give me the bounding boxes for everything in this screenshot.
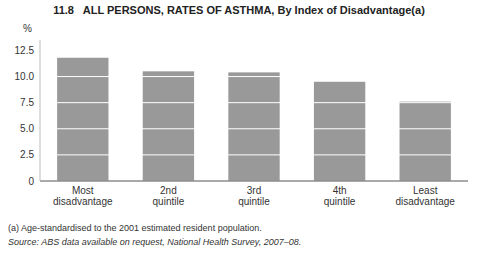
bar [143, 71, 194, 181]
grid-line [40, 154, 468, 155]
x-tick-label: Mostdisadvantage [53, 185, 113, 207]
y-tick-label: 0 [28, 176, 34, 187]
y-tick-label: 7.5 [20, 97, 34, 108]
grid-line [40, 181, 468, 182]
bar [228, 72, 279, 181]
grid-line [40, 102, 468, 103]
title: 11.8 ALL PERSONS, RATES OF ASTHMA, By In… [53, 4, 425, 16]
x-tick-label: 4thquintile [324, 185, 356, 207]
grid-line [40, 76, 468, 77]
y-axis-label: % [23, 23, 32, 34]
y-axis-line [40, 40, 41, 181]
plot-area [40, 50, 468, 181]
grid-line [40, 128, 468, 129]
chart-container: 11.8 ALL PERSONS, RATES OF ASTHMA, By In… [0, 0, 478, 261]
x-axis-line [40, 181, 468, 182]
x-tick-label: 2ndquintile [153, 185, 185, 207]
footnote: (a) Age-standardised to the 2001 estimat… [8, 223, 262, 233]
bar [400, 102, 451, 181]
x-tick-label: Leastdisadvantage [395, 185, 455, 207]
chart-svg: 11.8 ALL PERSONS, RATES OF ASTHMA, By In… [0, 0, 478, 261]
y-tick-label: 12.5 [15, 45, 35, 56]
y-tick-label: 2.5 [20, 149, 34, 160]
bar [314, 82, 365, 181]
x-tick-label: 3rdquintile [238, 185, 270, 207]
y-tick-label: 10.0 [15, 71, 35, 82]
footnote: Source: ABS data available on request, N… [8, 237, 301, 247]
y-tick-label: 5.0 [20, 123, 34, 134]
grid-line [40, 50, 468, 51]
